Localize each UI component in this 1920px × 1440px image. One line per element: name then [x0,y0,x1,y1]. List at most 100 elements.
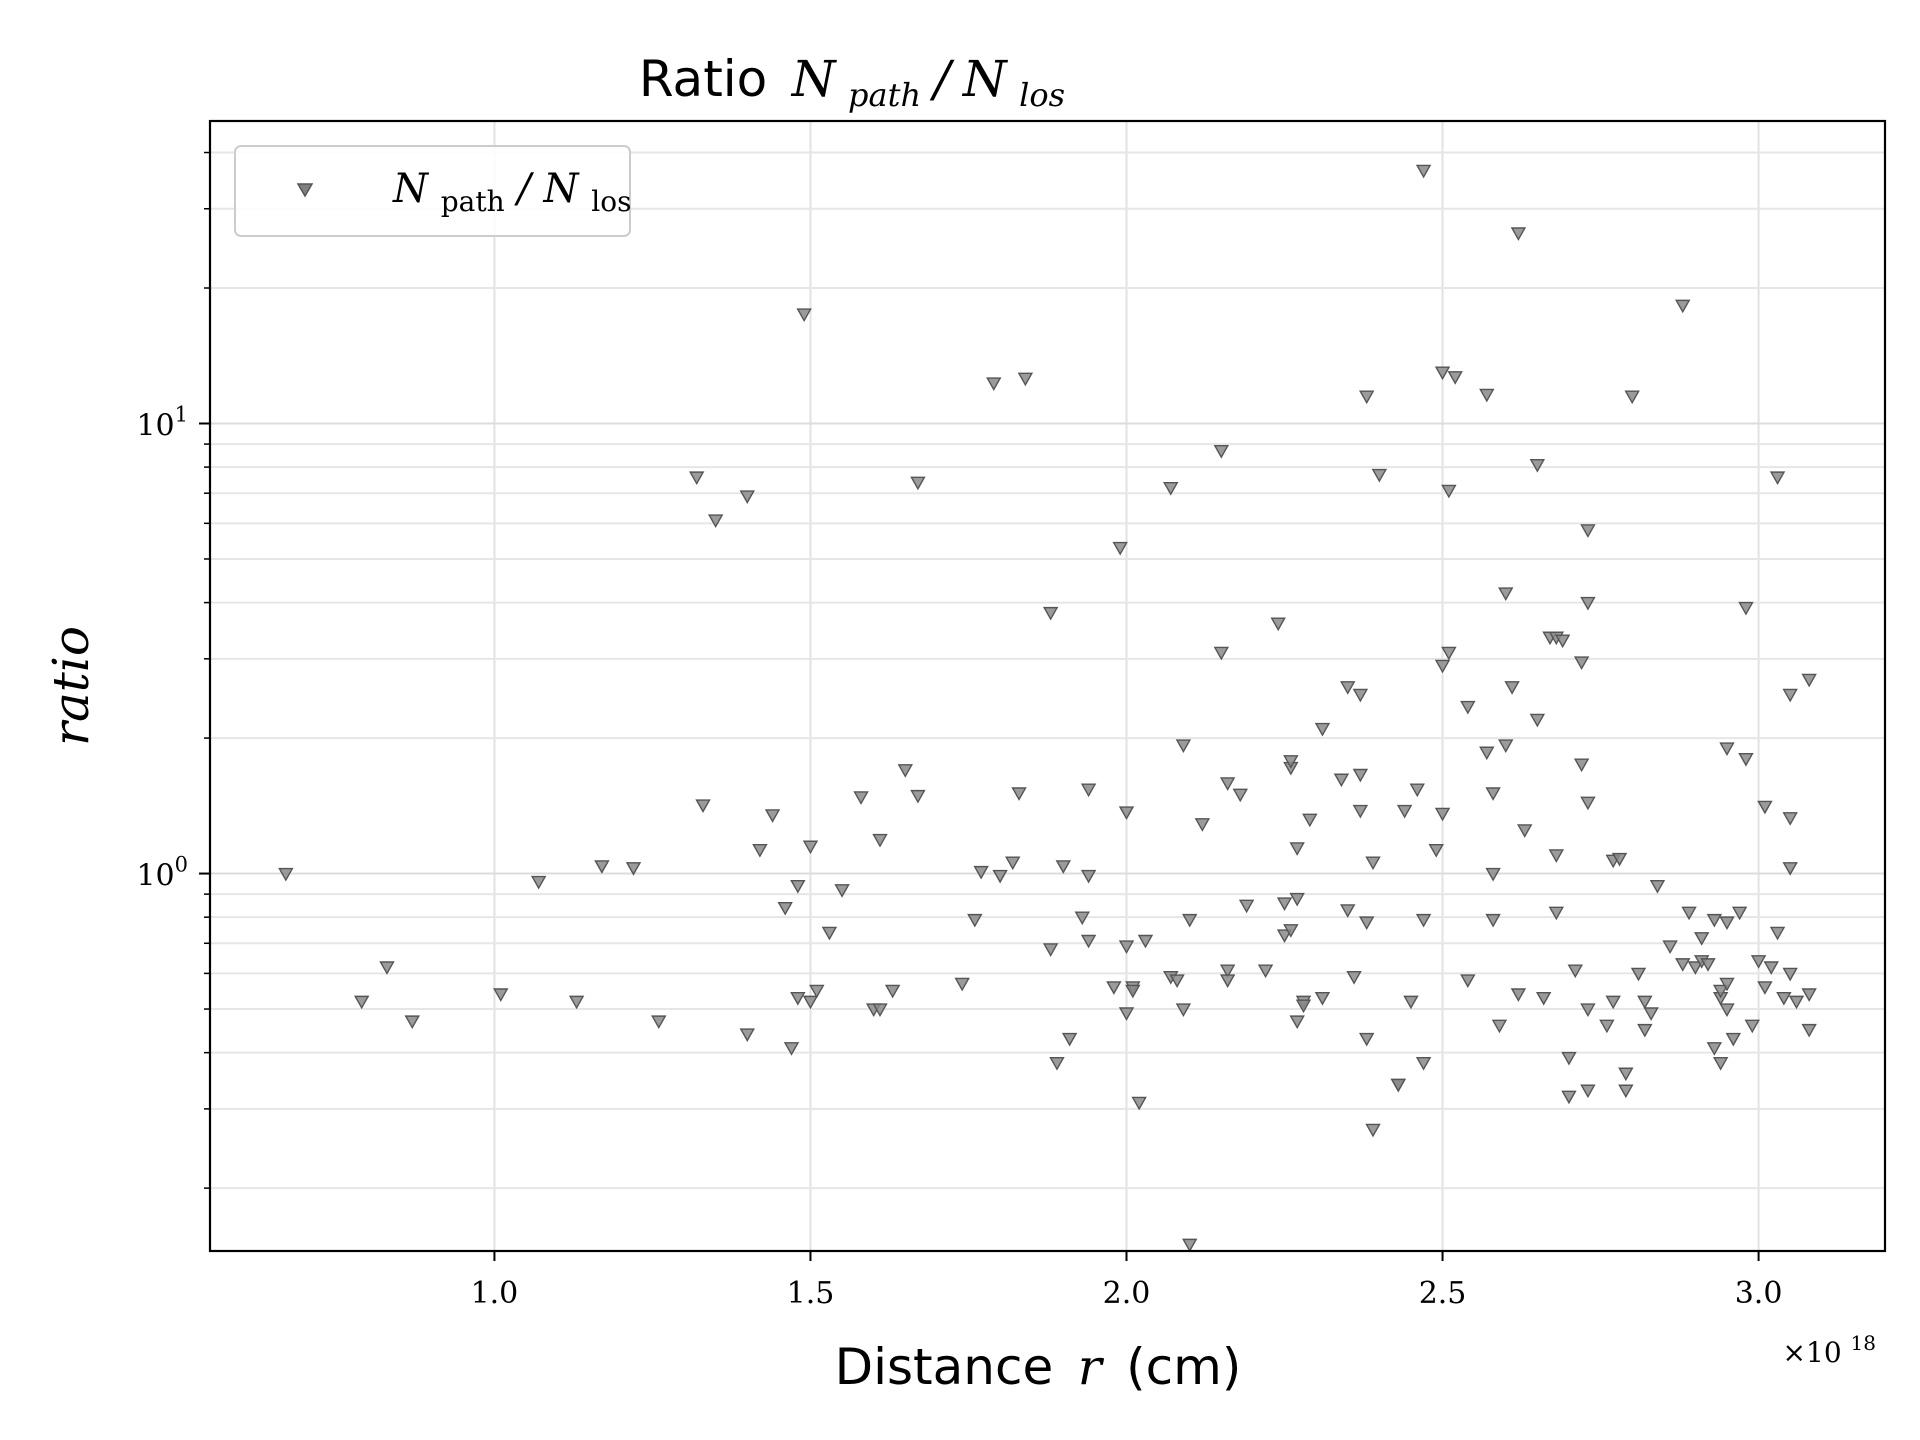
data-point [1719,977,1735,992]
x-tick-label: 1.5 [787,1276,835,1311]
data-point [1643,1007,1659,1021]
data-point [1801,673,1817,688]
data-point [1080,869,1097,884]
data-point [1118,806,1135,820]
data-point [992,869,1008,884]
data-point [1447,371,1463,385]
x-axis-label: Distance r (cm) [835,1338,1242,1396]
data-point [1719,916,1735,931]
data-point [1637,1023,1653,1038]
data-point [1365,1123,1381,1138]
data-point [1359,1032,1375,1047]
data-point [1769,926,1786,941]
data-point [1219,777,1236,791]
data-point [1485,787,1501,801]
data-point [1333,773,1350,788]
data-point [1352,688,1369,703]
data-point [1270,617,1286,632]
data-point [1371,468,1388,483]
data-point [1491,1019,1508,1034]
data-point [1498,739,1514,753]
data-point [1529,458,1546,473]
data-point [1118,1007,1135,1021]
data-point [1776,991,1792,1006]
data-point [1434,807,1451,822]
data-point [1510,988,1527,1002]
data-point [809,984,825,999]
data-point [1365,856,1381,871]
data-point [1719,1003,1735,1017]
x-tick-label: 3.0 [1735,1276,1783,1311]
data-point [1738,752,1754,767]
data-point [1725,1032,1741,1047]
data-point [1415,1056,1432,1071]
data-point [1295,999,1312,1014]
grid-lines [210,121,1885,1251]
data-point [1219,964,1236,979]
data-point [278,867,294,882]
data-point [530,875,547,890]
data-point [379,961,395,975]
data-point [1182,913,1198,928]
data-point [1479,746,1495,761]
data-point [1460,700,1476,715]
data-point [1137,934,1154,949]
legend-label: N path / N los [392,166,631,221]
y-axis-label: ratio [42,626,100,746]
data-point [739,490,755,504]
data-point [1675,958,1691,972]
legend-box [234,145,631,237]
data-point [1706,913,1723,928]
data-point [1580,596,1596,611]
data-point [1694,932,1710,946]
data-point [1415,164,1432,179]
data-point [1080,783,1097,798]
data-point [1125,984,1141,999]
data-point [1289,842,1305,856]
data-point [1750,955,1767,969]
legend: N path / N los [234,145,631,237]
data-point [1782,967,1798,982]
data-point [1106,981,1122,995]
data-point [1049,1056,1065,1071]
data-point [1675,299,1691,314]
data-point [1283,755,1299,769]
data-point [821,926,838,941]
data-point [1080,934,1097,949]
data-point [1314,722,1331,737]
data-point [1232,788,1248,803]
data-point [1112,541,1128,556]
data-point [1131,1096,1147,1111]
data-point [1637,995,1653,1010]
data-point [1554,634,1571,649]
data-point [1118,940,1135,955]
data-point [1504,681,1520,695]
data-point [1390,1078,1406,1093]
data-point [1396,804,1413,819]
data-point [1618,1084,1634,1099]
data-point [1744,1019,1760,1034]
data-point [1289,1015,1305,1030]
data-point [1042,943,1059,957]
data-point [1289,892,1305,907]
data-point [1163,482,1179,496]
axes-frame [208,119,1887,1253]
data-point [1434,366,1451,381]
data-point [1175,739,1192,753]
data-point [1485,867,1501,882]
data-point [1719,742,1735,757]
data-point [1624,390,1640,405]
data-point [790,991,806,1006]
data-point [1011,787,1027,801]
data-point [1276,929,1293,943]
data-point [1517,824,1533,838]
data-point [1257,964,1274,979]
data-point [986,377,1002,391]
data-point [1605,995,1621,1010]
data-point [1580,796,1596,811]
data-point [1340,681,1356,695]
data-point [1599,1019,1615,1034]
data-point [1061,1032,1078,1047]
data-point [764,809,781,823]
data-point [651,1015,667,1030]
